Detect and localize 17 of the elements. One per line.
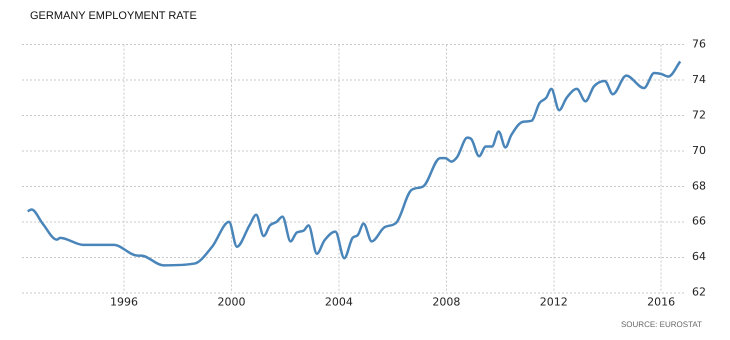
y-tick-label: 76 xyxy=(692,37,706,50)
y-tick-label: 72 xyxy=(692,108,706,122)
x-tick-label: 2004 xyxy=(324,295,353,308)
chart-title: GERMANY EMPLOYMENT RATE xyxy=(30,10,197,22)
x-tick-label: 1996 xyxy=(110,295,138,308)
source-note: SOURCE: EUROSTAT xyxy=(620,320,702,329)
y-tick-label: 70 xyxy=(692,144,706,157)
line-series xyxy=(26,60,682,267)
x-tick-label: 2016 xyxy=(647,295,676,308)
x-tick-label: 2000 xyxy=(217,295,246,308)
x-tick-label: 2012 xyxy=(540,295,568,308)
y-tick-label: 66 xyxy=(692,214,706,228)
y-tick-label: 74 xyxy=(692,72,706,86)
y-tick-label: 68 xyxy=(692,179,706,192)
x-tick-label: 2008 xyxy=(432,295,460,308)
y-tick-label: 64 xyxy=(692,250,706,264)
y-tick-label: 62 xyxy=(692,286,706,299)
